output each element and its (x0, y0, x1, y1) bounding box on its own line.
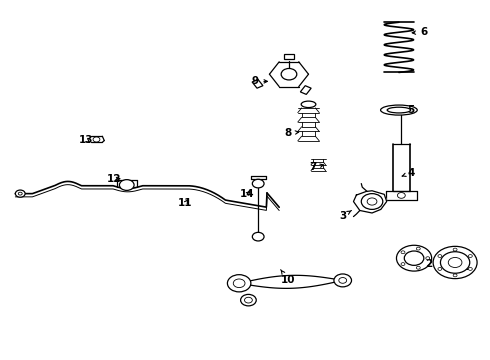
Ellipse shape (387, 107, 411, 113)
Circle shape (453, 274, 457, 277)
Circle shape (367, 198, 377, 205)
Circle shape (93, 137, 100, 142)
Text: 8: 8 (284, 129, 299, 138)
Polygon shape (239, 275, 343, 288)
Ellipse shape (301, 101, 316, 108)
Circle shape (438, 255, 442, 257)
Circle shape (401, 251, 405, 254)
Circle shape (404, 251, 424, 265)
Text: 13: 13 (79, 135, 94, 145)
Circle shape (438, 267, 442, 270)
Circle shape (252, 232, 264, 241)
Circle shape (15, 190, 25, 197)
Text: 5: 5 (400, 105, 415, 115)
Text: 3: 3 (339, 211, 351, 221)
Ellipse shape (381, 105, 417, 115)
Text: 10: 10 (281, 270, 295, 285)
Circle shape (334, 274, 351, 287)
Polygon shape (353, 191, 387, 213)
Bar (284, 54, 294, 59)
Bar (300, 86, 311, 94)
Circle shape (397, 193, 405, 198)
Circle shape (401, 263, 405, 266)
Circle shape (227, 275, 251, 292)
Circle shape (416, 266, 420, 269)
Text: 9: 9 (251, 76, 268, 86)
Text: 14: 14 (240, 189, 254, 199)
Circle shape (245, 297, 252, 303)
Circle shape (252, 179, 264, 188)
Text: 7: 7 (310, 162, 323, 172)
Circle shape (433, 246, 477, 279)
Circle shape (120, 180, 134, 190)
Text: 1: 1 (457, 262, 469, 272)
Circle shape (441, 252, 470, 273)
Circle shape (339, 278, 346, 283)
Circle shape (426, 257, 430, 260)
Circle shape (448, 257, 462, 267)
Text: 6: 6 (412, 27, 427, 37)
Text: 4: 4 (402, 168, 415, 178)
Circle shape (468, 267, 472, 270)
Circle shape (468, 255, 472, 257)
Circle shape (453, 248, 457, 251)
Text: 11: 11 (178, 198, 193, 208)
Text: 12: 12 (107, 174, 122, 184)
Circle shape (18, 192, 22, 195)
Circle shape (233, 279, 245, 288)
Circle shape (361, 194, 383, 210)
Bar (252, 80, 263, 88)
Circle shape (416, 247, 420, 250)
Circle shape (281, 68, 297, 80)
Text: 2: 2 (418, 259, 432, 269)
Circle shape (241, 294, 256, 306)
Circle shape (396, 245, 432, 271)
